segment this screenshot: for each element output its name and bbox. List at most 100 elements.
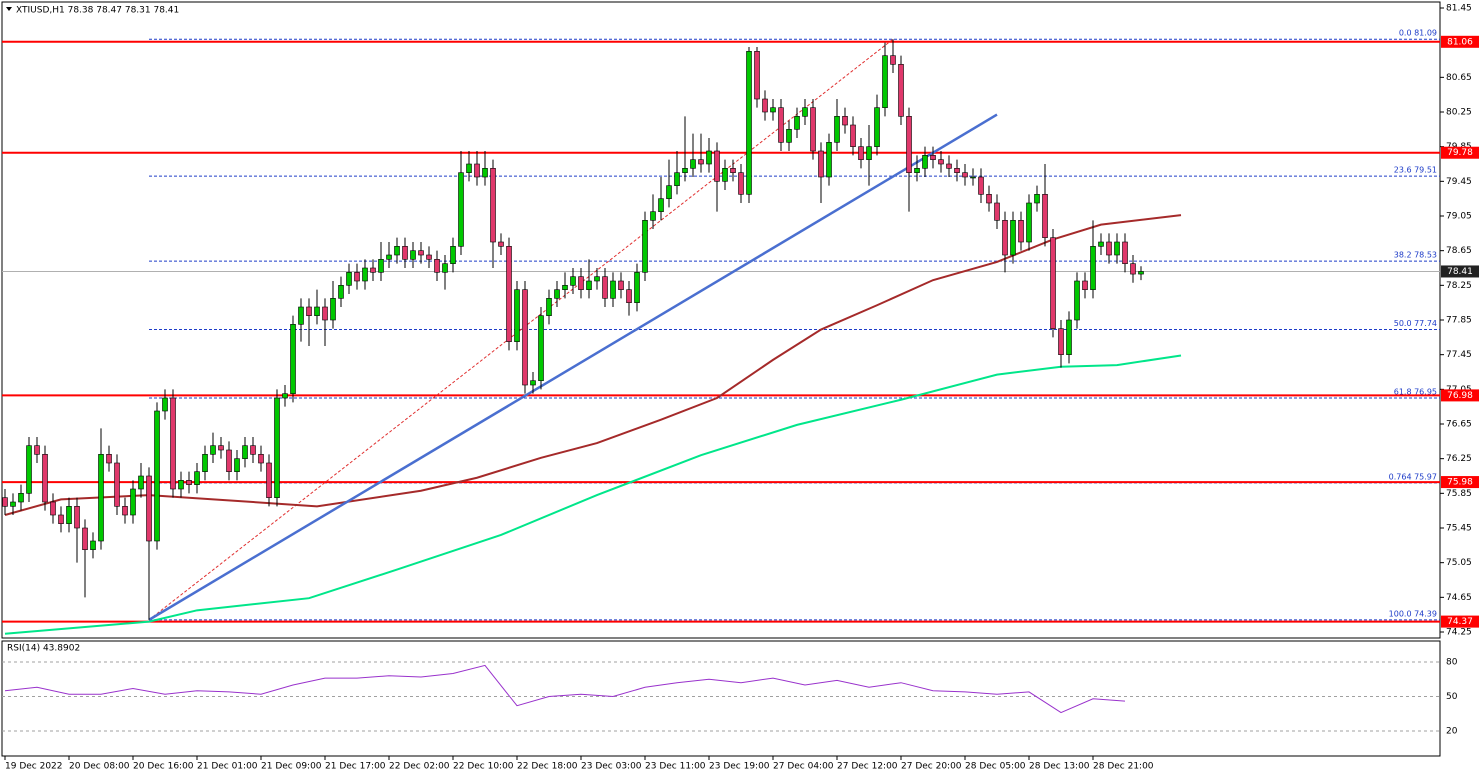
fib-label: 0.0 81.09 — [1399, 29, 1437, 38]
candle-body — [386, 254, 392, 260]
candle-body — [258, 454, 264, 464]
x-tick-label: 28 Dec 21:00 — [1093, 762, 1154, 772]
candle-body — [274, 397, 280, 498]
level-label: 74.37 — [1447, 617, 1473, 627]
candle-body — [722, 168, 728, 182]
candle-body — [322, 306, 328, 321]
candle-body — [298, 306, 304, 325]
candle-body — [690, 159, 696, 169]
moving-average — [4, 214, 1182, 516]
candle-body — [42, 454, 48, 503]
candle-body — [1042, 194, 1048, 238]
candle-body — [10, 501, 16, 507]
candle-body — [1074, 280, 1080, 321]
candle-body — [314, 306, 320, 316]
candle-body — [210, 445, 216, 455]
candle-body — [490, 168, 496, 243]
candle-body — [666, 185, 672, 199]
candle-body — [1098, 241, 1104, 247]
fib-label: 23.6 79.51 — [1394, 166, 1437, 175]
candle-body — [1058, 328, 1064, 355]
candle-body — [810, 107, 816, 152]
candle-body — [266, 462, 272, 498]
rsi-panel — [1, 640, 1441, 757]
candle-body — [26, 445, 32, 494]
candle-body — [434, 259, 440, 273]
candle-body — [514, 289, 520, 342]
candle-body — [98, 454, 104, 542]
moving-average — [4, 354, 1182, 635]
candle-body — [306, 306, 312, 316]
candle-body — [594, 276, 600, 282]
candle-body — [186, 480, 192, 485]
y-tick-label: 78.25 — [1446, 281, 1472, 291]
y-tick-label: 77.85 — [1446, 316, 1472, 326]
rsi-tick-label: 80 — [1446, 658, 1458, 668]
candle-body — [466, 163, 472, 173]
candle-body — [602, 276, 608, 299]
candle-body — [946, 163, 952, 169]
candle-body — [842, 116, 848, 126]
candle-body — [1034, 194, 1040, 204]
x-tick-label: 21 Dec 01:00 — [197, 762, 258, 772]
y-tick-label: 76.25 — [1446, 454, 1472, 464]
candle-body — [570, 276, 576, 286]
candle-body — [994, 202, 1000, 221]
last-price-box — [1441, 265, 1479, 278]
rsi-tick-label: 50 — [1446, 692, 1458, 702]
candle-body — [530, 380, 536, 386]
fib-label: 0.764 75.97 — [1389, 472, 1437, 481]
level-label: 75.98 — [1447, 478, 1473, 488]
candle-body — [34, 445, 40, 455]
fib-label: 61.8 76.95 — [1394, 388, 1437, 397]
candle-body — [250, 445, 256, 455]
fib-label: 38.2 78.53 — [1394, 251, 1437, 260]
candle-body — [1026, 202, 1032, 243]
candle-body — [426, 254, 432, 260]
candle-body — [354, 272, 360, 282]
level-label-box — [1441, 35, 1479, 48]
candle-body — [1010, 220, 1016, 256]
rsi-title: RSI(14) 43.8902 — [7, 644, 80, 654]
candle-body — [538, 315, 544, 381]
candle-body — [610, 280, 616, 299]
candle-body — [66, 506, 72, 524]
candle-body — [922, 155, 928, 169]
x-tick-label: 22 Dec 18:00 — [517, 762, 578, 772]
candle-body — [650, 211, 656, 221]
y-tick-label: 76.65 — [1446, 420, 1472, 430]
candle-body — [218, 445, 224, 451]
candle-body — [226, 449, 232, 472]
candle-body — [1066, 319, 1072, 355]
x-tick-label: 27 Dec 12:00 — [837, 762, 898, 772]
candle-body — [546, 298, 552, 316]
level-label-box — [1441, 389, 1479, 402]
y-tick-label: 77.45 — [1446, 350, 1472, 360]
x-tick-label: 23 Dec 11:00 — [645, 762, 706, 772]
candle-body — [482, 168, 488, 178]
candle-body — [450, 246, 456, 264]
level-label-box — [1441, 146, 1479, 159]
candle-body — [90, 540, 96, 550]
candle-body — [74, 506, 80, 529]
candle-body — [442, 263, 448, 273]
y-tick-label: 80.25 — [1446, 108, 1472, 118]
candle-body — [986, 194, 992, 204]
x-tick-label: 22 Dec 02:00 — [389, 762, 450, 772]
candle-body — [1138, 271, 1144, 275]
candle-body — [738, 172, 744, 195]
main-panel — [1, 1, 1441, 639]
y-tick-label: 79.45 — [1446, 177, 1472, 187]
candle-body — [1106, 241, 1112, 256]
candle-body — [706, 150, 712, 165]
last-price-label: 78.41 — [1447, 267, 1473, 277]
candle-body — [754, 51, 760, 100]
y-tick-label: 75.45 — [1446, 524, 1472, 534]
level-label: 81.06 — [1447, 37, 1473, 47]
candle-body — [874, 107, 880, 147]
rsi-tick-label: 20 — [1446, 727, 1458, 737]
candle-body — [130, 488, 136, 516]
candle-body — [2, 497, 8, 507]
candle-body — [914, 168, 920, 173]
